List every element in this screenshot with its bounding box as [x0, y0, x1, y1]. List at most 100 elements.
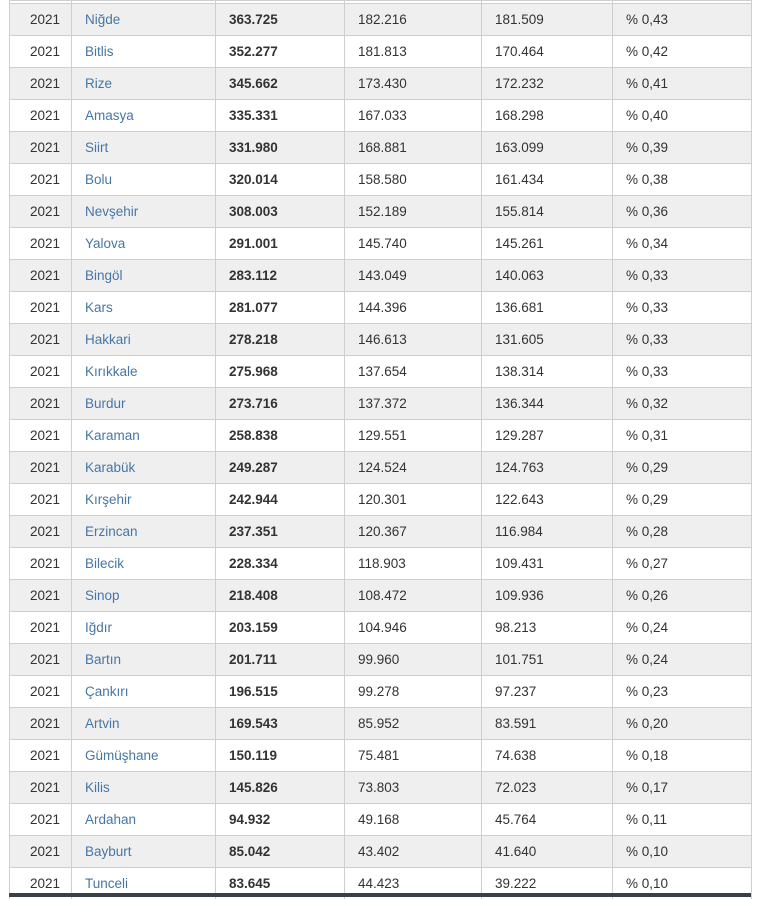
province-link[interactable]: Kars	[85, 300, 113, 315]
value-a-cell: 120.301	[344, 483, 482, 516]
year-cell: 2021	[9, 35, 72, 68]
share-cell: % 0,23	[612, 675, 752, 708]
value-a-cell: 143.049	[344, 259, 482, 292]
province-link[interactable]: Bartın	[85, 652, 122, 667]
province-link[interactable]: Niğde	[85, 12, 121, 27]
province-link[interactable]: Bilecik	[85, 556, 125, 571]
province-link[interactable]: Siirt	[85, 140, 109, 155]
table-row: 2021 Niğde 363.725 182.216 181.509 % 0,4…	[9, 3, 752, 36]
table-row: 2021 Bartın 201.711 99.960 101.751 % 0,2…	[9, 643, 752, 676]
value-a-cell: 137.372	[344, 387, 482, 420]
total-population-cell: 169.543	[215, 707, 345, 740]
province-link[interactable]: Bolu	[85, 172, 113, 187]
total-population-cell: 249.287	[215, 451, 345, 484]
value-a-cell: 73.803	[344, 771, 482, 804]
province-link[interactable]: Sinop	[85, 588, 120, 603]
total-population-cell: 363.725	[215, 3, 345, 36]
province-cell: Bolu	[71, 163, 216, 196]
share-cell: % 0,41	[612, 67, 752, 100]
province-link[interactable]: Ardahan	[85, 812, 137, 827]
year-cell: 2021	[9, 675, 72, 708]
province-cell: Karabük	[71, 451, 216, 484]
total-population-cell: 150.119	[215, 739, 345, 772]
province-link[interactable]: Bingöl	[85, 268, 123, 283]
table-row: 2021 Kırıkkale 275.968 137.654 138.314 %…	[9, 355, 752, 388]
value-b-cell: 45.764	[481, 803, 613, 836]
table-row: 2021 Karaman 258.838 129.551 129.287 % 0…	[9, 419, 752, 452]
year-cell: 2021	[9, 355, 72, 388]
value-b-cell: 129.287	[481, 419, 613, 452]
province-cell: Kars	[71, 291, 216, 324]
value-b-cell: 109.936	[481, 579, 613, 612]
year-cell: 2021	[9, 579, 72, 612]
year-cell: 2021	[9, 99, 72, 132]
share-cell: % 0,10	[612, 835, 752, 868]
year-cell: 2021	[9, 739, 72, 772]
province-link[interactable]: Bitlis	[85, 44, 114, 59]
province-link[interactable]: Amasya	[85, 108, 134, 123]
province-link[interactable]: Karabük	[85, 460, 136, 475]
share-cell: % 0,40	[612, 99, 752, 132]
table-row: 2021 Kars 281.077 144.396 136.681 % 0,33	[9, 291, 752, 324]
year-cell: 2021	[9, 835, 72, 868]
year-cell: 2021	[9, 803, 72, 836]
province-link[interactable]: Bayburt	[85, 844, 132, 859]
province-link[interactable]: Hakkari	[85, 332, 131, 347]
province-cell: Hakkari	[71, 323, 216, 356]
province-cell: Bartın	[71, 643, 216, 676]
province-link[interactable]: Kilis	[85, 780, 110, 795]
province-link[interactable]: Tunceli	[85, 876, 129, 891]
total-population-cell: 352.277	[215, 35, 345, 68]
table-row: 2021 Amasya 335.331 167.033 168.298 % 0,…	[9, 99, 752, 132]
table-row: 2021 Çankırı 196.515 99.278 97.237 % 0,2…	[9, 675, 752, 708]
province-cell: Bilecik	[71, 547, 216, 580]
year-cell: 2021	[9, 323, 72, 356]
value-b-cell: 98.213	[481, 611, 613, 644]
share-cell: % 0,29	[612, 451, 752, 484]
value-b-cell: 161.434	[481, 163, 613, 196]
province-link[interactable]: Rize	[85, 76, 113, 91]
share-cell: % 0,34	[612, 227, 752, 260]
total-population-cell: 345.662	[215, 67, 345, 100]
table-row: 2021 Kilis 145.826 73.803 72.023 % 0,17	[9, 771, 752, 804]
value-a-cell: 85.952	[344, 707, 482, 740]
province-link[interactable]: Erzincan	[85, 524, 138, 539]
value-b-cell: 136.681	[481, 291, 613, 324]
province-link[interactable]: Nevşehir	[85, 204, 139, 219]
share-cell: % 0,26	[612, 579, 752, 612]
province-link[interactable]: Kırıkkale	[85, 364, 138, 379]
table-row: 2021 Sinop 218.408 108.472 109.936 % 0,2…	[9, 579, 752, 612]
province-cell: Yalova	[71, 227, 216, 260]
year-cell: 2021	[9, 387, 72, 420]
share-cell: % 0,39	[612, 131, 752, 164]
province-link[interactable]: Kırşehir	[85, 492, 132, 507]
province-link[interactable]: Burdur	[85, 396, 126, 411]
value-b-cell: 138.314	[481, 355, 613, 388]
share-cell: % 0,11	[612, 803, 752, 836]
share-cell: % 0,18	[612, 739, 752, 772]
province-link[interactable]: Artvin	[85, 716, 120, 731]
total-population-cell: 258.838	[215, 419, 345, 452]
value-b-cell: 163.099	[481, 131, 613, 164]
total-population-cell: 278.218	[215, 323, 345, 356]
province-link[interactable]: Karaman	[85, 428, 140, 443]
value-b-cell: 168.298	[481, 99, 613, 132]
province-link[interactable]: Yalova	[85, 236, 126, 251]
year-cell: 2021	[9, 419, 72, 452]
share-cell: % 0,24	[612, 611, 752, 644]
share-cell: % 0,36	[612, 195, 752, 228]
value-b-cell: 172.232	[481, 67, 613, 100]
share-cell: % 0,42	[612, 35, 752, 68]
total-population-cell: 85.042	[215, 835, 345, 868]
province-link[interactable]: Gümüşhane	[85, 748, 159, 763]
table-bottom-border	[9, 893, 751, 897]
total-population-cell: 196.515	[215, 675, 345, 708]
year-cell: 2021	[9, 291, 72, 324]
table-row: 2021 Bayburt 85.042 43.402 41.640 % 0,10	[9, 835, 752, 868]
value-b-cell: 72.023	[481, 771, 613, 804]
table-row: 2021 Siirt 331.980 168.881 163.099 % 0,3…	[9, 131, 752, 164]
province-link[interactable]: Iğdır	[85, 620, 113, 635]
province-cell: Kırşehir	[71, 483, 216, 516]
table-row: 2021 Gümüşhane 150.119 75.481 74.638 % 0…	[9, 739, 752, 772]
province-link[interactable]: Çankırı	[85, 684, 129, 699]
